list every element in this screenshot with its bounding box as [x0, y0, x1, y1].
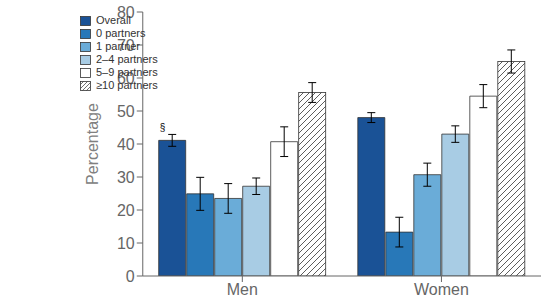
svg-text:Percentage: Percentage: [84, 103, 101, 185]
svg-text:40: 40: [117, 136, 135, 153]
svg-text:50: 50: [117, 103, 135, 120]
svg-text:§: §: [160, 122, 166, 133]
svg-text:Women: Women: [414, 281, 469, 298]
svg-text:20: 20: [117, 202, 135, 219]
svg-text:70: 70: [117, 37, 135, 54]
svg-text:80: 80: [117, 4, 135, 21]
svg-text:0: 0: [126, 268, 135, 285]
svg-text:30: 30: [117, 169, 135, 186]
svg-text:Men: Men: [227, 281, 258, 298]
svg-text:60: 60: [117, 70, 135, 87]
svg-text:10: 10: [117, 235, 135, 252]
